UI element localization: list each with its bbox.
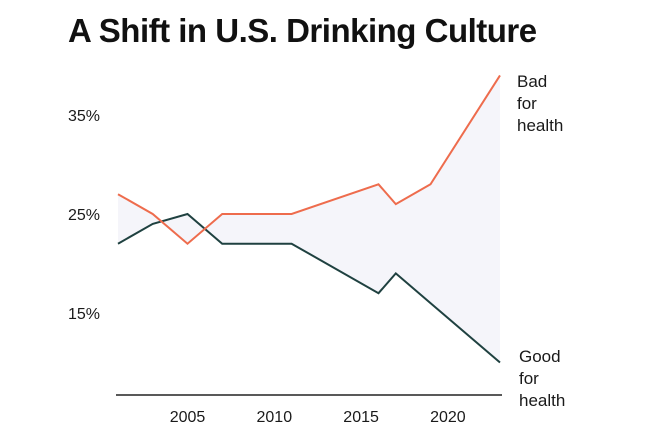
series-label-good-for-health: Good xyxy=(519,347,561,366)
x-tick-label: 2020 xyxy=(430,409,466,426)
y-tick-label: 15% xyxy=(68,306,100,323)
series-label-good-for-health: for xyxy=(519,369,539,388)
shaded-gap-area xyxy=(118,75,500,363)
series-line-good-for-health xyxy=(117,212,501,364)
series-label-bad-for-health: Bad xyxy=(517,72,547,91)
series-line-bad-for-health xyxy=(117,74,501,246)
x-tick-label: 2015 xyxy=(343,409,379,426)
y-tick-label: 35% xyxy=(68,108,100,125)
series-label-bad-for-health: health xyxy=(517,116,563,135)
x-tick-label: 2010 xyxy=(257,409,293,426)
y-tick-label: 25% xyxy=(68,207,100,224)
series-label-good-for-health: health xyxy=(519,391,565,410)
chart-title: A Shift in U.S. Drinking Culture xyxy=(68,12,537,49)
x-tick-label: 2005 xyxy=(170,409,206,426)
series-label-bad-for-health: for xyxy=(517,94,537,113)
